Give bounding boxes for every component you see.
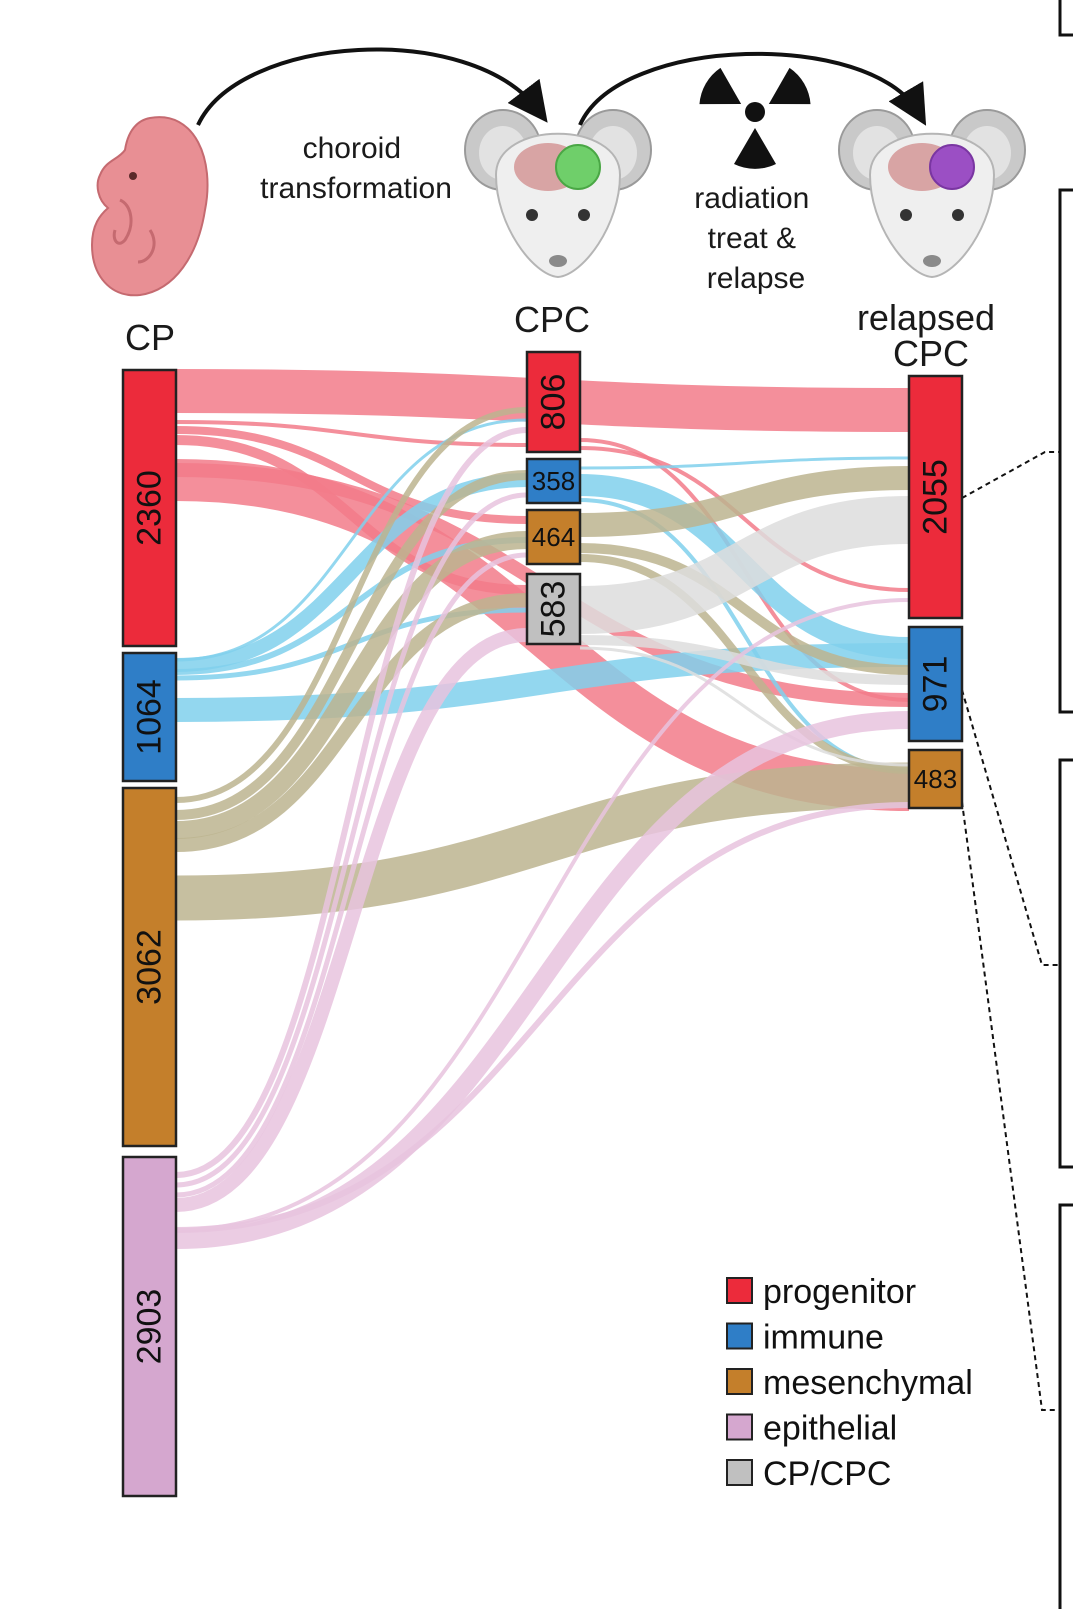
node-cpc-mesenchymal: 464 <box>525 508 582 566</box>
node-value-cpc-immune: 358 <box>532 466 575 496</box>
node-box-cpc-mesenchymal <box>525 508 582 566</box>
node-value-cp-epithelial: 2903 <box>131 1289 169 1365</box>
flow-cp-epithelial-to-cpc-0 <box>175 427 528 1178</box>
arrow-choroid-transformation <box>196 47 548 126</box>
node-box-cp-immune <box>121 651 178 783</box>
legend-item-epithelial: epithelial <box>726 1410 897 1448</box>
arrow-radiation-relapse <box>578 51 927 126</box>
step1-line1: choroid <box>303 132 401 165</box>
flow-cp-mesenchymal-to-relapsed-2 <box>175 762 910 921</box>
node-box-relapsed-progenitor <box>907 374 964 620</box>
embryo-icon <box>90 116 209 297</box>
svg-text:relapsed CPC: relapsed CPC <box>857 297 1005 374</box>
step2-line2: treat & <box>708 222 796 255</box>
flow-cp-epithelial-to-cpc-2 <box>175 552 528 1198</box>
node-value-cp-mesenchymal: 3062 <box>131 929 169 1005</box>
node-cpc-cpcpc: 583 <box>525 572 582 646</box>
node-cp-immune: 1064 <box>121 651 178 783</box>
node-cp-progenitor: 2360 <box>121 368 178 648</box>
legend-label-progenitor: progenitor <box>763 1273 916 1311</box>
node-box-relapsed-mesenchymal <box>907 748 964 810</box>
node-cp-epithelial: 2903 <box>121 1155 178 1498</box>
node-value-cpc-mesenchymal: 464 <box>532 522 575 552</box>
node-cpc-progenitor: 806 <box>525 350 582 454</box>
flow-cp-epithelial-to-relapsed-2 <box>175 802 910 1233</box>
flow-cp-epithelial-to-cpc-1 <box>175 492 528 1188</box>
mouse-green-tumor-icon <box>464 109 652 279</box>
node-value-cpc-progenitor: 806 <box>535 374 573 431</box>
nodes: 2360 1064 3062 2903 806 358 464 583 2055 971 483 <box>121 350 964 1498</box>
svg-text:radiation treat & rela: radiation treat & relapse <box>694 182 817 295</box>
flow-cp-progenitor-to-cpc-0 <box>175 420 528 447</box>
flow-cp-epithelial-to-relapsed-0 <box>175 598 910 1232</box>
node-value-relapsed-progenitor: 2055 <box>917 459 955 535</box>
flow-cp-mesenchymal-to-cpc-0 <box>175 407 528 803</box>
legend-swatch-immune <box>726 1322 753 1350</box>
legend-swatch-epithelial <box>726 1413 753 1441</box>
legend-item-progenitor: progenitor <box>726 1273 916 1311</box>
node-value-cp-immune: 1064 <box>131 679 169 755</box>
node-box-cp-epithelial <box>121 1155 178 1498</box>
node-value-relapsed-immune: 971 <box>917 656 955 713</box>
node-relapsed-immune: 971 <box>907 625 964 743</box>
node-box-cpc-progenitor <box>525 350 582 454</box>
legend-item-cpcpc: CP/CPC <box>726 1455 891 1493</box>
legend-label-mesenchymal: mesenchymal <box>763 1364 973 1402</box>
flow-cp-epithelial-to-cpc-3 <box>175 628 528 1212</box>
flow-cp-epithelial-to-relapsed-1 <box>175 711 910 1249</box>
flow-cpc-progenitor-to-relapsed-0 <box>579 446 910 592</box>
mouse-purple-tumor-icon <box>838 109 1026 279</box>
node-box-cp-mesenchymal <box>121 786 178 1148</box>
side-panel-frames <box>1058 0 1073 1609</box>
flow-cpc-immune-to-relapsed-0 <box>579 456 910 470</box>
step2-line3: relapse <box>707 262 805 295</box>
flow-cpc-cpcpc-to-relapsed-0 <box>579 496 910 634</box>
column-label-cp: CP <box>125 317 175 358</box>
legend-swatch-progenitor <box>726 1277 753 1304</box>
node-cpc-immune: 358 <box>525 457 582 505</box>
legend-label-cpcpc: CP/CPC <box>763 1455 891 1493</box>
flow-cpc-cpcpc-to-relapsed-1 <box>579 635 910 685</box>
flow-cpc-cpcpc-to-relapsed-2 <box>579 646 910 767</box>
legend-item-immune: immune <box>726 1319 884 1357</box>
node-box-cpc-cpcpc <box>525 572 582 646</box>
flow-cp-immune-to-relapsed-1 <box>175 643 910 722</box>
legend-label-epithelial: epithelial <box>763 1410 897 1448</box>
flow-cp-mesenchymal-to-cpc-3 <box>175 593 528 852</box>
svg-text:choroid transformation: choroid transformation <box>260 132 452 205</box>
radiation-icon <box>699 67 811 169</box>
node-value-cpc-cpcpc: 583 <box>535 581 573 638</box>
step1-line2: transformation <box>260 172 452 205</box>
node-box-relapsed-immune <box>907 625 964 743</box>
flow-cpc-mesenchymal-to-relapsed-0 <box>579 466 910 537</box>
legend-swatch-cpcpc <box>726 1459 753 1486</box>
flow-cpc-mesenchymal-to-relapsed-1 <box>579 543 910 675</box>
node-relapsed-mesenchymal: 483 <box>907 748 964 810</box>
flow-cp-mesenchymal-to-cpc-2 <box>175 531 528 839</box>
dashed-connectors <box>961 451 1060 1411</box>
node-box-cp-progenitor <box>121 368 178 648</box>
node-value-relapsed-mesenchymal: 483 <box>914 764 957 794</box>
step2-line1: radiation <box>694 182 809 215</box>
node-cp-mesenchymal: 3062 <box>121 786 178 1148</box>
column-label-relapsed-line1: relapsed <box>857 297 995 338</box>
flow-cp-mesenchymal-to-cpc-1 <box>175 470 528 820</box>
legend-item-mesenchymal: mesenchymal <box>726 1364 973 1402</box>
flow-cp-progenitor-to-cpc-2 <box>175 426 528 524</box>
legend-swatch-mesenchymal <box>726 1368 753 1395</box>
node-relapsed-progenitor: 2055 <box>907 374 964 620</box>
node-box-cpc-immune <box>525 457 582 505</box>
legend-label-immune: immune <box>763 1319 884 1357</box>
column-label-relapsed-line2: CPC <box>893 333 969 374</box>
node-value-cp-progenitor: 2360 <box>131 470 169 546</box>
column-label-cpc: CPC <box>514 299 590 340</box>
legend: progenitor immune mesenchymal epithelial CP/… <box>726 1273 973 1493</box>
